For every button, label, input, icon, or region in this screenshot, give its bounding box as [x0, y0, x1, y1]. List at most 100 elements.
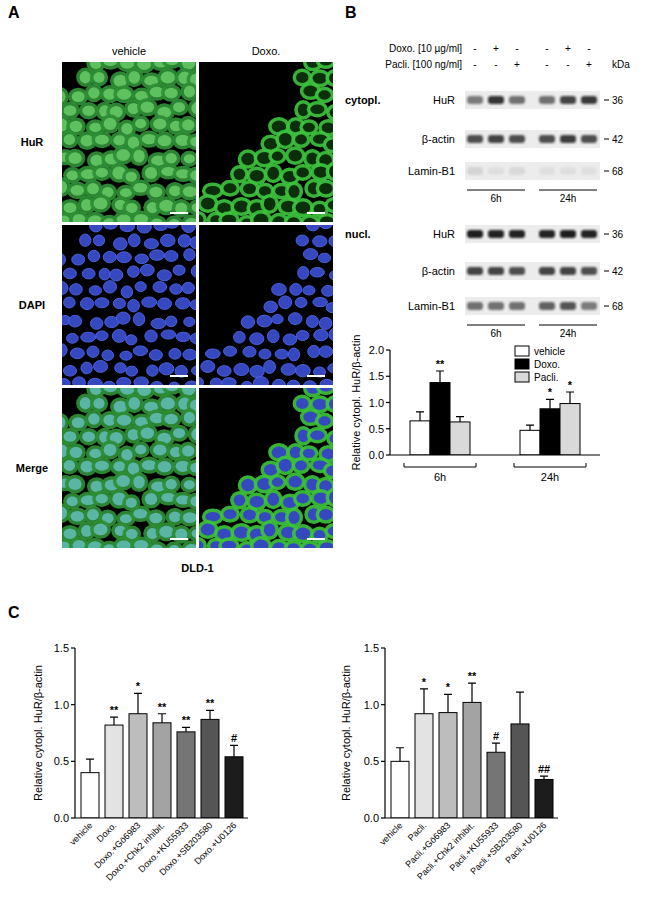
panel-letter: B — [345, 4, 357, 21]
row-label: Merge — [16, 462, 48, 474]
protein-label: Lamin-B1 — [408, 165, 455, 177]
lane-sign: - — [494, 59, 497, 70]
cell-body — [316, 62, 333, 69]
nucleus — [159, 200, 174, 212]
nucleus — [116, 312, 130, 324]
nucleus — [62, 344, 67, 357]
nucleus — [88, 378, 102, 385]
nucleus — [103, 381, 115, 385]
nucleus — [296, 202, 311, 214]
nucleus — [313, 298, 328, 307]
nucleus — [283, 334, 297, 345]
nucleus — [173, 102, 185, 112]
blot-band — [467, 167, 483, 175]
cell-body — [292, 457, 311, 474]
bar — [463, 702, 481, 818]
significance: * — [548, 386, 553, 398]
nucleus — [117, 89, 132, 100]
nucleus — [328, 526, 333, 536]
blot-band — [467, 302, 483, 310]
nucleus — [224, 346, 237, 356]
bar — [410, 421, 430, 455]
nucleus — [313, 73, 327, 84]
nucleus — [272, 542, 285, 548]
nucleus — [93, 398, 104, 409]
nucleus — [320, 542, 333, 548]
nucleus — [288, 476, 302, 488]
blot-band — [581, 167, 597, 175]
nucleus — [303, 381, 316, 385]
cell-body — [250, 210, 272, 222]
nucleus — [73, 540, 86, 548]
nucleus — [303, 218, 316, 222]
nucleus — [89, 449, 101, 458]
nucleus — [279, 296, 292, 309]
nucleus — [318, 90, 330, 99]
nucleus — [73, 214, 86, 222]
blot-band — [581, 230, 597, 238]
cell-body — [187, 133, 196, 150]
nucleus — [89, 286, 101, 295]
bars — [391, 683, 553, 818]
lane-sign: - — [566, 59, 569, 70]
nucleus — [149, 350, 162, 360]
nucleus — [319, 317, 332, 329]
timepoint-bracket — [539, 190, 597, 191]
treatment-label: Doxo. [10 µg/ml] — [389, 43, 462, 54]
y-tick-label: 0.5 — [369, 423, 384, 435]
error-bar — [436, 371, 444, 383]
y-tick-label: 1.0 — [54, 699, 69, 711]
nucleus — [259, 349, 271, 359]
nucleus — [234, 331, 246, 343]
bar — [439, 713, 457, 818]
cell-body — [220, 180, 240, 197]
nucleus — [141, 264, 155, 275]
cell-body — [172, 199, 191, 218]
blot-band — [560, 135, 576, 143]
nucleus — [169, 185, 181, 196]
nucleus — [296, 494, 309, 504]
nucleus — [296, 168, 309, 178]
nucleus — [192, 529, 196, 539]
nucleus — [87, 509, 99, 520]
scale-bar — [170, 212, 188, 214]
nucleus — [159, 526, 174, 538]
blot-band — [509, 267, 525, 275]
significance: * — [136, 680, 141, 692]
blot-band — [539, 135, 555, 143]
nucleus — [190, 496, 196, 507]
nucleus — [184, 412, 195, 424]
legend-label: vehicle — [534, 346, 566, 357]
error-bar — [110, 717, 118, 725]
blot-band — [509, 96, 525, 104]
nucleus — [329, 165, 333, 178]
nucleus — [134, 377, 148, 385]
legend-swatch — [515, 372, 529, 382]
nucleus — [182, 282, 194, 293]
nucleus — [272, 284, 287, 296]
micrograph — [199, 62, 333, 222]
nucleus — [145, 493, 157, 505]
nucleus — [296, 331, 309, 341]
nucleus — [133, 509, 147, 519]
nucleus — [329, 491, 333, 504]
nucleus — [116, 475, 130, 487]
protein-label: Lamin-B1 — [408, 300, 455, 312]
cells — [199, 62, 333, 222]
nucleus — [250, 365, 264, 377]
x-tick-label: vehicle — [378, 820, 405, 847]
y-tick-label: 1.5 — [369, 370, 384, 382]
nucleus — [183, 512, 196, 523]
lane-sign: + — [565, 43, 571, 54]
cells — [62, 62, 196, 222]
lane-sign: - — [515, 43, 518, 54]
cell-body — [180, 151, 196, 167]
nucleus — [103, 388, 117, 392]
nucleus — [264, 197, 276, 210]
nucleus — [141, 427, 155, 438]
cell-body — [90, 395, 108, 413]
nucleus — [90, 62, 102, 69]
nucleus — [173, 265, 185, 275]
y-axis-label: Relative cytopl. HuR/β-actin — [32, 665, 44, 801]
nucleus — [329, 236, 333, 247]
